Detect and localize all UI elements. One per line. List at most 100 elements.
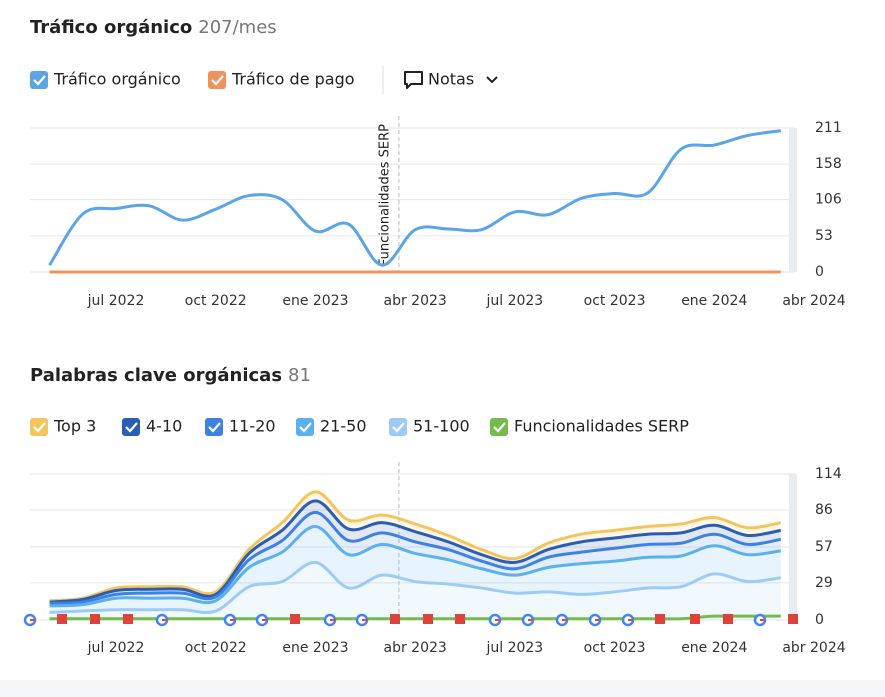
legend-item[interactable]: 21-50: [296, 417, 367, 437]
legend-label: 11-20: [229, 417, 276, 436]
checkmark: [33, 422, 46, 433]
annotation-text: Funcionalidades SERP: [377, 124, 392, 266]
checkbox: [30, 418, 48, 436]
legend-item[interactable]: 51-100: [389, 417, 470, 437]
checkbox: [389, 418, 407, 436]
y-tick-label: 29: [815, 575, 833, 591]
notes-icon: [404, 71, 423, 89]
checkmark: [208, 422, 221, 433]
flag-notch: [723, 621, 733, 624]
checkmark: [33, 75, 46, 86]
subtitle: 81: [288, 365, 311, 386]
x-tick-label: jul 2023: [485, 640, 543, 656]
legend-item[interactable]: Funcionalidades SERP: [490, 417, 689, 437]
series-line: [49, 525, 781, 608]
x-tick-label: abr 2023: [383, 293, 446, 309]
checkmark: [125, 422, 138, 433]
legend-label: Funcionalidades SERP: [514, 417, 689, 436]
series-line: [48, 129, 781, 267]
x-tick-label: ene 2023: [282, 293, 348, 309]
x-tick-label: abr 2023: [383, 640, 446, 656]
flag-notch: [57, 621, 67, 624]
checkbox: [122, 418, 140, 436]
legend-item[interactable]: Tráfico orgánico: [30, 70, 181, 90]
chevron: [486, 76, 498, 84]
series-area: [49, 512, 781, 606]
flag-notch: [123, 621, 133, 624]
traffic-heading: Tráfico orgánico 207/mes: [30, 17, 277, 38]
legend-label: Top 3: [53, 417, 96, 436]
legend-label: Tráfico de pago: [231, 70, 355, 89]
flag-icon: [655, 614, 665, 624]
checkbox: [208, 71, 226, 89]
x-tick-label: oct 2022: [185, 640, 247, 656]
y-tick-label: 158: [815, 156, 842, 172]
x-tick-label: ene 2024: [681, 293, 747, 309]
flag-notch: [90, 621, 100, 624]
y-tick-label: 53: [815, 228, 833, 244]
legend-item[interactable]: 4-10: [122, 417, 182, 437]
legend-item[interactable]: 11-20: [205, 417, 276, 437]
notes-button[interactable]: Notas: [404, 70, 498, 89]
legend-label: 21-50: [320, 417, 367, 436]
checkbox: [296, 418, 314, 436]
flag-notch: [390, 621, 400, 624]
notes-label: Notas: [428, 70, 474, 89]
x-tick-label: jul 2022: [87, 640, 145, 656]
checkbox: [30, 71, 48, 89]
flag-notch: [455, 621, 465, 624]
checkmark: [211, 75, 224, 86]
y-tick-label: 211: [815, 120, 842, 136]
scroll-handle: [789, 128, 797, 272]
flag-icon: [690, 614, 700, 624]
y-tick-label: 106: [815, 192, 842, 208]
series-line: [49, 499, 782, 604]
flag-icon: [57, 614, 67, 624]
x-tick-label: oct 2023: [584, 293, 646, 309]
subtitle: 207/mes: [198, 17, 276, 38]
title: Palabras clave orgánicas: [30, 365, 282, 386]
x-tick-label: jul 2023: [485, 293, 543, 309]
scroll-handle: [789, 474, 797, 620]
x-tick-label: jul 2022: [87, 293, 145, 309]
x-tick-label: ene 2023: [282, 640, 348, 656]
x-tick-label: abr 2024: [782, 293, 845, 309]
x-tick-label: ene 2024: [681, 640, 747, 656]
series-line: [49, 560, 781, 614]
flag-icon: [788, 614, 798, 624]
flag-notch: [690, 621, 700, 624]
flag-notch: [655, 621, 665, 624]
legend-item[interactable]: Top 3: [30, 417, 96, 437]
y-tick-label: 86: [815, 502, 833, 518]
keywords-heading: Palabras clave orgánicas 81: [30, 365, 311, 386]
legend-label: 51-100: [413, 417, 470, 436]
series-area: [49, 562, 781, 620]
flag-icon: [455, 614, 465, 624]
footer-strip: [0, 680, 885, 697]
series-line: [49, 490, 782, 603]
checkmark: [392, 422, 405, 433]
y-tick-label: 57: [815, 539, 833, 555]
flag-notch: [423, 621, 433, 624]
flag-icon: [723, 614, 733, 624]
legend-label: Tráfico orgánico: [53, 70, 181, 89]
checkmark: [299, 422, 312, 433]
x-tick-label: abr 2024: [782, 640, 845, 656]
checkbox: [490, 418, 508, 436]
legend-item[interactable]: Tráfico de pago: [208, 70, 355, 90]
title: Tráfico orgánico: [30, 17, 192, 38]
legend-label: 4-10: [146, 417, 182, 436]
y-tick-label: 0: [815, 612, 824, 628]
flag-icon: [123, 614, 133, 624]
x-tick-label: oct 2022: [185, 293, 247, 309]
x-tick-label: oct 2023: [584, 640, 646, 656]
series-area: [49, 526, 781, 613]
flag-icon: [423, 614, 433, 624]
flag-icon: [390, 614, 400, 624]
checkmark: [493, 422, 506, 433]
flag-notch: [290, 621, 300, 624]
flag-icon: [90, 614, 100, 624]
y-tick-label: 0: [815, 264, 824, 280]
y-tick-label: 114: [815, 466, 842, 482]
